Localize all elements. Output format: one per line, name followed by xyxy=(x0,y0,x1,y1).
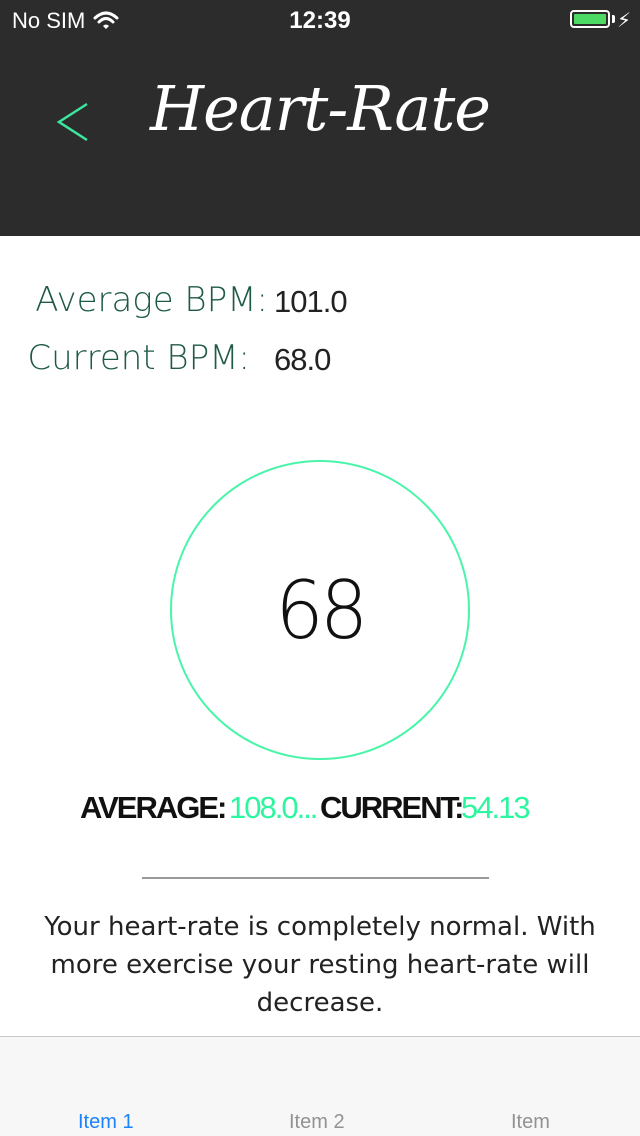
current-bpm-row: Current BPM: 68.0 xyxy=(0,338,640,388)
current-bpm-label: Current BPM: xyxy=(27,338,250,378)
status-bar: No SIM 12:39 ⚡ xyxy=(0,0,640,40)
heart-rate-value: 68 xyxy=(275,563,368,657)
average-bpm-value: 101.0 xyxy=(274,284,348,319)
charging-bolt-icon: ⚡ xyxy=(616,10,631,32)
battery-icon xyxy=(570,10,610,28)
tab-item-1[interactable]: Item 1 xyxy=(78,1111,134,1133)
battery-fill xyxy=(574,14,606,24)
summary-row: AVERAGE: 108.0... CURRENT: 54.13 xyxy=(80,790,560,832)
page-title: Heart-Rate xyxy=(150,72,491,145)
summary-average-label: AVERAGE: xyxy=(80,790,227,825)
clock: 12:39 xyxy=(289,7,351,34)
average-bpm-row: Average BPM: 101.0 xyxy=(0,280,640,330)
summary-current-label: CURRENT: xyxy=(320,790,464,825)
carrier-label: No SIM xyxy=(12,8,86,33)
summary-average-value: 108.0... xyxy=(229,790,318,825)
divider xyxy=(142,877,489,879)
average-bpm-label: Average BPM: xyxy=(35,280,268,320)
heart-rate-ring: 68 xyxy=(170,460,470,760)
tab-item-2[interactable]: Item 2 xyxy=(289,1111,345,1133)
tab-item-3[interactable]: Item xyxy=(511,1111,550,1133)
tab-bar: Item 1 Item 2 Item xyxy=(0,1036,640,1136)
chevron-left-icon xyxy=(56,102,88,142)
current-bpm-value: 68.0 xyxy=(274,342,331,377)
wifi-icon xyxy=(93,11,119,29)
battery-tip xyxy=(612,15,615,23)
summary-current-value: 54.13 xyxy=(461,790,531,825)
back-button[interactable] xyxy=(48,92,98,152)
carrier-status: No SIM xyxy=(12,8,119,34)
status-message: Your heart-rate is completely normal. Wi… xyxy=(44,912,596,1018)
navigation-header: No SIM 12:39 ⚡ Heart-Rate xyxy=(0,0,640,236)
